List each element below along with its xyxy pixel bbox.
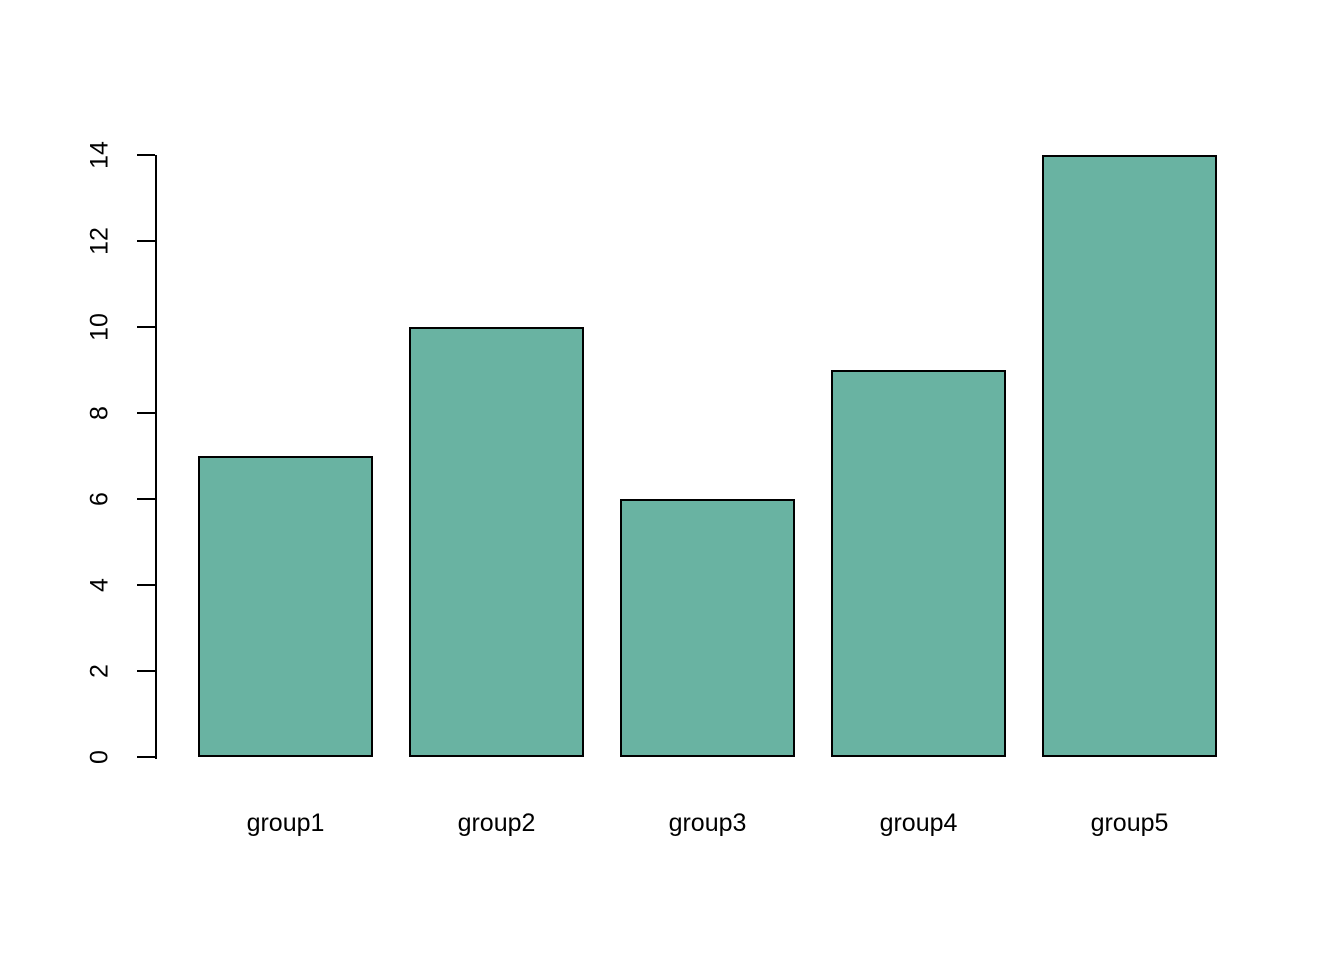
y-tick-label: 0 [85,750,114,764]
y-axis-tick [137,240,155,242]
y-tick-label: 8 [85,406,114,420]
x-tick-label: group2 [457,809,536,837]
y-axis-tick [137,326,155,328]
y-axis-tick [137,756,155,758]
x-tick-label: group1 [246,809,325,837]
x-tick-label: group5 [1090,809,1169,837]
x-tick-label: group4 [879,809,958,837]
y-tick-label: 14 [85,141,114,169]
y-axis-tick [137,154,155,156]
y-tick-label: 10 [85,313,114,341]
y-axis-line [155,155,157,759]
y-tick-label: 4 [85,578,114,592]
y-axis-tick [137,498,155,500]
bar-group1 [198,456,373,757]
y-axis-tick [137,670,155,672]
y-axis-tick [137,412,155,414]
bar-group2 [409,327,584,757]
bar-group3 [620,499,795,757]
y-tick-label: 6 [85,492,114,506]
bar-group4 [831,370,1006,757]
y-tick-label: 2 [85,664,114,678]
x-tick-label: group3 [668,809,747,837]
y-axis-tick [137,584,155,586]
bar-group5 [1042,155,1217,757]
y-tick-label: 12 [85,227,114,255]
